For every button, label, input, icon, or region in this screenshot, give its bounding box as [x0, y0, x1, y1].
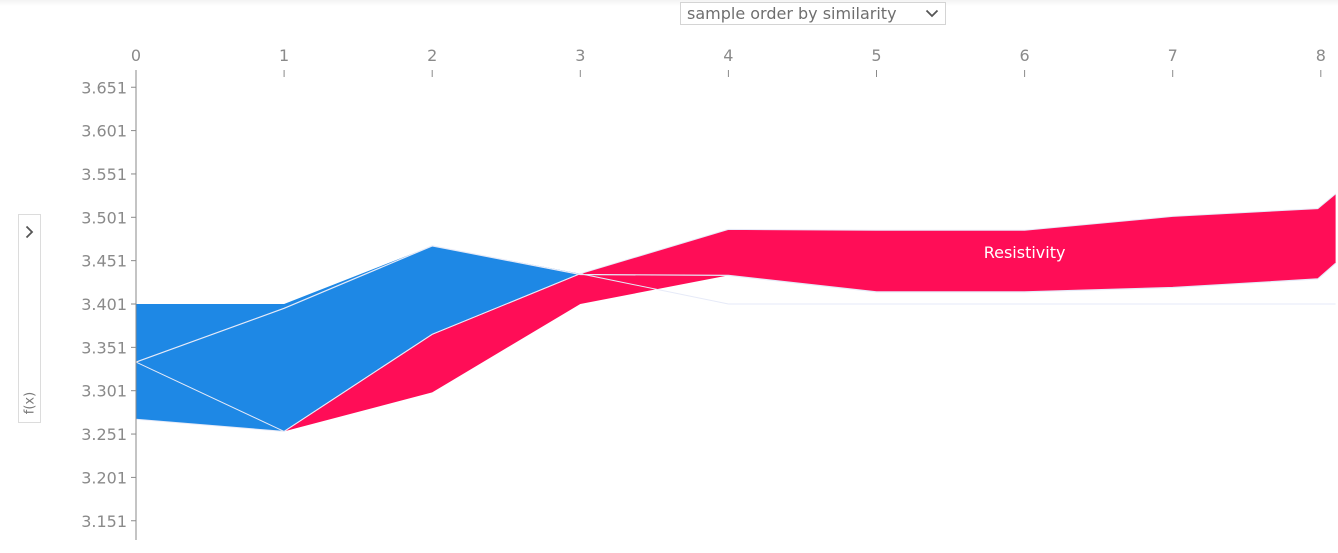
series-area-resistivity — [136, 193, 1336, 432]
x-tick-label: 7 — [1168, 46, 1178, 65]
x-tick-label: 3 — [575, 46, 585, 65]
order-select[interactable]: sample order by similarity — [680, 2, 946, 25]
y-tick-label: 3.651 — [81, 78, 127, 97]
feature-label: Resistivity — [984, 243, 1066, 262]
y-axis-panel: f(x) — [18, 214, 41, 423]
x-tick-label: 1 — [279, 46, 289, 65]
x-tick-label: 6 — [1020, 46, 1030, 65]
chevron-right-icon[interactable] — [19, 219, 40, 245]
y-tick-label: 3.151 — [81, 512, 127, 531]
x-tick-label: 0 — [131, 46, 141, 65]
output-value-line — [135, 245, 1336, 363]
y-tick-label: 3.501 — [81, 208, 127, 227]
top-shadow-band — [0, 0, 1338, 6]
order-select-label: sample order by similarity — [687, 4, 897, 23]
negative-boundary-line — [135, 273, 1336, 432]
y-tick-label: 3.401 — [81, 295, 127, 314]
y-tick-label: 3.201 — [81, 468, 127, 487]
y-tick-label: 3.301 — [81, 382, 127, 401]
x-tick-label: 5 — [871, 46, 881, 65]
y-tick-label: 3.451 — [81, 252, 127, 271]
y-tick-label: 3.551 — [81, 165, 127, 184]
x-tick-label: 2 — [427, 46, 437, 65]
negative-effect-area — [136, 245, 1336, 432]
y-tick-label: 3.351 — [81, 338, 127, 357]
y-tick-label: 3.601 — [81, 122, 127, 141]
chevron-down-icon — [919, 3, 945, 24]
x-tick-label: 4 — [723, 46, 733, 65]
y-tick-label: 3.251 — [81, 425, 127, 444]
x-tick-label: 8 — [1316, 46, 1326, 65]
